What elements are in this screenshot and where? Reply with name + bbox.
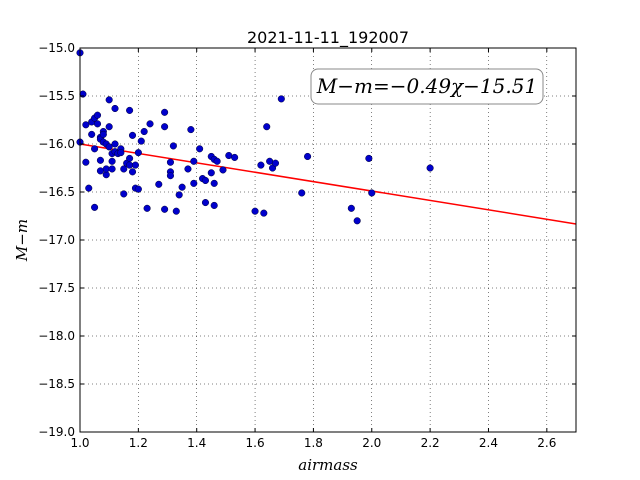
y-tick-label: −18.0 (38, 329, 75, 343)
data-point (426, 164, 434, 172)
data-point (88, 130, 96, 138)
data-point (155, 180, 163, 188)
data-point (108, 165, 116, 173)
data-point (347, 204, 355, 212)
data-point (91, 203, 99, 211)
data-point (105, 143, 113, 151)
scatter-points (76, 49, 434, 225)
data-point (111, 104, 119, 113)
data-point (105, 96, 113, 104)
data-point (353, 217, 361, 225)
data-point (143, 204, 151, 212)
data-point (201, 199, 210, 207)
data-point (231, 153, 239, 161)
data-point (251, 207, 259, 215)
data-point (187, 126, 195, 134)
y-tick-label: −15.0 (38, 41, 75, 55)
y-tick-label: −15.5 (38, 89, 75, 103)
y-tick-label: −16.5 (38, 185, 75, 199)
data-point (161, 205, 169, 213)
data-point (184, 165, 192, 173)
x-tick-label: 2.6 (537, 436, 556, 450)
x-tick-label: 2.0 (362, 436, 381, 450)
data-point (178, 183, 186, 191)
data-point (120, 165, 128, 173)
x-tick-label: 1.0 (70, 436, 89, 450)
data-point (190, 179, 198, 187)
data-point (365, 154, 373, 162)
data-point (96, 156, 104, 164)
x-tick-label: 1.8 (304, 436, 323, 450)
fit-line (79, 143, 577, 225)
data-point (126, 106, 134, 114)
y-tick-label: −17.5 (38, 281, 75, 295)
data-point (172, 207, 180, 215)
y-tick-label: −16.0 (38, 137, 75, 151)
chart-title: 2021-11-11_192007 (247, 28, 409, 48)
data-point (105, 123, 113, 131)
data-point (85, 184, 93, 192)
data-point (137, 137, 145, 145)
data-point (263, 123, 271, 131)
y-tick-label: −19.0 (38, 425, 75, 439)
y-axis-label: M−m (13, 219, 31, 262)
x-tick-label: 1.4 (187, 436, 206, 450)
data-point (82, 158, 90, 166)
data-point (131, 161, 139, 169)
data-point (120, 190, 128, 198)
x-tick-label: 1.6 (246, 436, 265, 450)
data-point (213, 157, 221, 165)
data-point (128, 131, 137, 139)
data-point (298, 189, 306, 197)
data-point (134, 149, 142, 157)
axis-ticks: 1.0 1.2 1.4 1.6 1.8 2.0 2.2 2.4 2.6 −15.0 −15.5 −16… (38, 41, 576, 450)
data-point (82, 121, 90, 129)
data-point (257, 161, 265, 169)
data-point (271, 159, 280, 167)
data-point (99, 130, 107, 138)
data-point (175, 191, 183, 199)
data-point (277, 95, 285, 103)
data-point (108, 157, 116, 165)
data-point (166, 172, 174, 180)
data-point (210, 179, 218, 187)
data-point (169, 142, 177, 150)
x-tick-label: 2.4 (479, 436, 498, 450)
data-point (161, 123, 169, 131)
x-tick-label: 1.2 (129, 436, 148, 450)
x-axis-label: airmass (298, 456, 358, 474)
data-point (210, 201, 218, 209)
data-point (161, 108, 169, 116)
data-point (140, 127, 148, 136)
data-point (207, 169, 215, 177)
data-point (128, 168, 137, 176)
data-point (196, 145, 204, 153)
fit-equation-box: M−m=−0.49χ−15.51 (310, 68, 544, 105)
data-point (166, 158, 174, 166)
data-point (146, 120, 154, 128)
data-point (368, 189, 376, 197)
data-point (219, 166, 227, 174)
data-point (201, 176, 210, 185)
data-point (260, 209, 268, 217)
y-tick-label: −17.0 (38, 233, 75, 247)
data-point (117, 149, 125, 157)
data-point (91, 145, 99, 153)
y-tick-label: −18.5 (38, 377, 75, 391)
data-point (93, 120, 102, 128)
data-point (134, 185, 142, 193)
data-point (126, 154, 134, 162)
data-point (93, 111, 102, 119)
data-point (190, 157, 198, 165)
data-point (304, 152, 312, 161)
fit-equation: M−m=−0.49χ−15.51 (316, 74, 537, 98)
data-point (111, 140, 119, 148)
x-tick-label: 2.2 (421, 436, 440, 450)
fit-line-layer (79, 143, 577, 225)
